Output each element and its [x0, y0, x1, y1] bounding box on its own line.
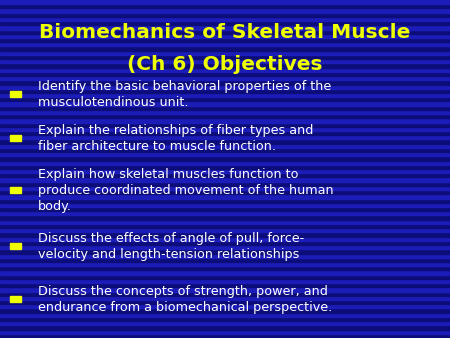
Bar — [0, 317, 450, 321]
Bar — [0, 291, 450, 296]
Bar — [0, 321, 450, 325]
Bar — [0, 139, 450, 144]
Text: Explain the relationships of fiber types and
fiber architecture to muscle functi: Explain the relationships of fiber types… — [38, 124, 314, 153]
Bar — [0, 198, 450, 203]
Bar — [0, 207, 450, 211]
Bar — [0, 114, 450, 118]
Bar — [0, 55, 450, 59]
Bar — [10, 243, 21, 249]
Bar — [0, 258, 450, 262]
Bar — [0, 190, 450, 194]
Bar — [0, 313, 450, 317]
Bar — [0, 105, 450, 110]
Bar — [0, 68, 450, 72]
Bar — [0, 25, 450, 30]
Text: Discuss the effects of angle of pull, force-
velocity and length-tension relatio: Discuss the effects of angle of pull, fo… — [38, 232, 305, 261]
Text: Discuss the concepts of strength, power, and
endurance from a biomechanical pers: Discuss the concepts of strength, power,… — [38, 285, 333, 314]
Bar — [0, 249, 450, 254]
Bar — [0, 80, 450, 84]
Bar — [0, 38, 450, 42]
Bar — [0, 97, 450, 101]
Bar — [10, 187, 21, 193]
Bar — [0, 144, 450, 148]
Bar — [0, 224, 450, 228]
Bar — [0, 93, 450, 97]
Bar — [0, 165, 450, 169]
Bar — [0, 287, 450, 291]
Bar — [0, 304, 450, 308]
Text: Biomechanics of Skeletal Muscle: Biomechanics of Skeletal Muscle — [39, 23, 411, 42]
Bar — [0, 220, 450, 224]
Text: Identify the basic behavioral properties of the
musculotendinous unit.: Identify the basic behavioral properties… — [38, 80, 332, 109]
Bar — [0, 274, 450, 279]
Bar — [0, 64, 450, 68]
Bar — [0, 283, 450, 287]
Bar — [0, 186, 450, 190]
Bar — [0, 123, 450, 127]
Bar — [0, 51, 450, 55]
Bar — [10, 91, 21, 97]
Bar — [0, 300, 450, 304]
Bar — [0, 101, 450, 105]
Bar — [0, 110, 450, 114]
Bar — [0, 211, 450, 216]
Bar — [0, 245, 450, 249]
Bar — [0, 42, 450, 46]
Bar — [0, 334, 450, 338]
Bar — [0, 47, 450, 51]
Bar — [0, 84, 450, 89]
Bar — [0, 72, 450, 76]
Bar — [0, 30, 450, 34]
Bar — [0, 13, 450, 17]
Bar — [0, 169, 450, 173]
Bar — [0, 279, 450, 283]
Bar — [0, 216, 450, 220]
Bar — [10, 296, 21, 302]
Bar — [0, 89, 450, 93]
Bar — [0, 194, 450, 198]
Bar — [0, 21, 450, 25]
Bar — [0, 127, 450, 131]
Bar — [0, 148, 450, 152]
Text: (Ch 6) Objectives: (Ch 6) Objectives — [127, 55, 323, 74]
Bar — [0, 237, 450, 241]
Bar — [0, 325, 450, 330]
Bar — [0, 266, 450, 270]
Bar — [0, 270, 450, 274]
Text: Explain how skeletal muscles function to
produce coordinated movement of the hum: Explain how skeletal muscles function to… — [38, 168, 334, 214]
Bar — [0, 161, 450, 165]
Bar — [0, 17, 450, 21]
Bar — [0, 330, 450, 334]
Bar — [0, 182, 450, 186]
Bar — [0, 177, 450, 182]
Bar — [0, 241, 450, 245]
Bar — [0, 152, 450, 156]
Bar — [0, 0, 450, 4]
Bar — [0, 203, 450, 207]
Bar — [0, 76, 450, 80]
Bar — [0, 8, 450, 13]
Bar — [0, 59, 450, 64]
Bar — [0, 173, 450, 177]
Bar — [0, 118, 450, 122]
Bar — [0, 135, 450, 139]
Bar — [0, 296, 450, 300]
Bar — [0, 262, 450, 266]
Bar — [0, 254, 450, 258]
Bar — [0, 131, 450, 135]
Bar — [0, 34, 450, 38]
Bar — [10, 135, 21, 141]
Bar — [0, 4, 450, 8]
Bar — [0, 228, 450, 233]
Bar — [0, 156, 450, 161]
Bar — [0, 308, 450, 313]
Bar — [0, 233, 450, 237]
